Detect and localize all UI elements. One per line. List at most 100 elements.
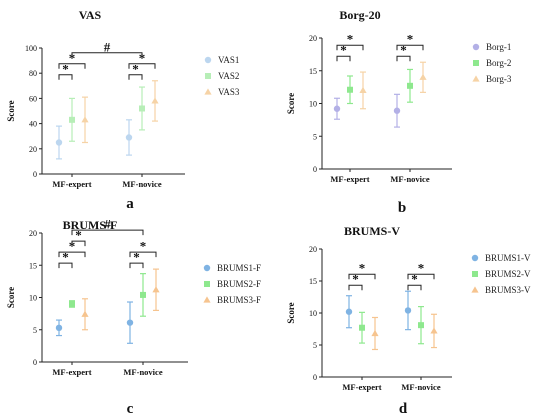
chart-title: Borg-20 (339, 8, 380, 22)
chart-title: BRUMS-F (63, 218, 118, 232)
data-point (359, 86, 367, 93)
legend-label: BRUMS3-V (485, 285, 531, 295)
y-tick-label: 5 (313, 341, 317, 350)
legend-marker (204, 88, 212, 95)
data-point (69, 116, 75, 123)
y-axis-label: Score (6, 100, 16, 121)
significance-mark: * (75, 228, 82, 243)
x-tick-label: MF-expert (330, 174, 369, 184)
data-point (407, 82, 413, 89)
legend-label: BRUMS1-F (217, 263, 261, 273)
significance-mark: * (133, 250, 140, 265)
significance-bracket (128, 74, 143, 80)
legend-label: VAS2 (218, 71, 239, 81)
data-point (419, 73, 427, 80)
data-point (126, 319, 134, 326)
legend-marker (205, 73, 211, 79)
legend-marker (471, 254, 479, 262)
significance-mark: * (62, 61, 69, 76)
legend-marker (204, 56, 212, 64)
y-tick-label: 15 (309, 67, 317, 76)
y-tick-label: 20 (29, 229, 37, 238)
panel-label: b (398, 200, 406, 216)
y-tick-label: 0 (313, 373, 317, 382)
y-tick-label: 20 (309, 245, 317, 254)
significance-bracket (58, 74, 73, 80)
data-point (347, 86, 353, 93)
data-point (393, 107, 401, 114)
significance-bracket (128, 63, 156, 69)
legend-marker (472, 75, 480, 82)
significance-mark: * (418, 261, 425, 276)
panel-label: c (127, 401, 134, 414)
y-tick-label: 10 (309, 100, 317, 109)
significance-mark: * (62, 250, 69, 265)
y-tick-label: 0 (33, 170, 37, 179)
y-tick-label: 80 (29, 69, 37, 78)
data-point (81, 310, 89, 317)
significance-mark: * (411, 272, 418, 287)
legend-label: VAS3 (218, 87, 240, 97)
y-tick-label: 0 (33, 358, 37, 367)
data-point (55, 324, 63, 332)
data-point (125, 134, 133, 141)
significance-bracket (129, 262, 144, 269)
significance-bracket (58, 262, 73, 269)
x-tick-label: MF-expert (52, 367, 91, 377)
significance-mark: * (340, 43, 347, 58)
data-point (333, 105, 341, 112)
significance-bracket (71, 229, 144, 236)
chart-panel-b: Borg-20 0 5 10 15 20 Score MF-expert MF-novice b *… (286, 8, 512, 216)
significance-bracket (58, 251, 86, 258)
panel-label: d (399, 401, 408, 414)
significance-bracket (71, 240, 86, 247)
x-tick-label: MF-expert (52, 179, 91, 189)
significance-bracket (336, 44, 364, 51)
y-tick-label: 20 (309, 34, 317, 43)
significance-bracket (71, 52, 143, 58)
y-tick-label: 40 (29, 120, 37, 129)
data-point (81, 116, 89, 123)
y-axis-label: Score (286, 302, 296, 323)
y-tick-label: 15 (29, 261, 37, 270)
x-tick-label: MF-novice (123, 367, 162, 377)
y-tick-label: 10 (309, 309, 317, 318)
data-point (371, 329, 379, 337)
significance-mark: * (140, 239, 147, 254)
legend-marker (203, 264, 211, 272)
data-point (359, 324, 365, 331)
x-tick-label: MF-novice (122, 179, 161, 189)
data-point (69, 300, 75, 307)
significance-bracket (396, 44, 424, 51)
significance-mark: * (407, 32, 414, 47)
legend-label: Borg-3 (486, 74, 512, 84)
significance-bracket (129, 251, 157, 258)
significance-bracket (336, 55, 351, 62)
data-point (345, 308, 353, 315)
data-point (151, 97, 159, 104)
y-tick-label: 5 (33, 326, 37, 335)
significance-mark: # (104, 39, 111, 54)
significance-bracket (396, 55, 411, 62)
data-point (152, 286, 160, 293)
y-tick-label: 20 (29, 145, 37, 154)
y-tick-label: 100 (25, 44, 37, 53)
legend-marker (204, 281, 210, 287)
x-tick-label: MF-novice (401, 382, 440, 392)
x-tick-label: MF-novice (390, 174, 429, 184)
legend-marker (203, 296, 211, 303)
significance-mark: # (104, 217, 111, 232)
data-point (139, 105, 145, 112)
data-point (140, 291, 146, 298)
y-tick-label: 5 (313, 132, 317, 141)
y-tick-label: 15 (309, 277, 317, 286)
y-axis-label: Score (286, 93, 296, 114)
legend-marker (473, 60, 479, 66)
legend-marker (472, 43, 480, 51)
chart-panel-c: BRUMS-F 0 5 10 15 20 Score MF-expert MF-novice c *… (6, 217, 261, 414)
panel-label: a (126, 196, 134, 212)
y-tick-label: 60 (29, 94, 37, 103)
y-tick-label: 10 (29, 294, 37, 303)
legend-label: BRUMS3-F (217, 295, 261, 305)
